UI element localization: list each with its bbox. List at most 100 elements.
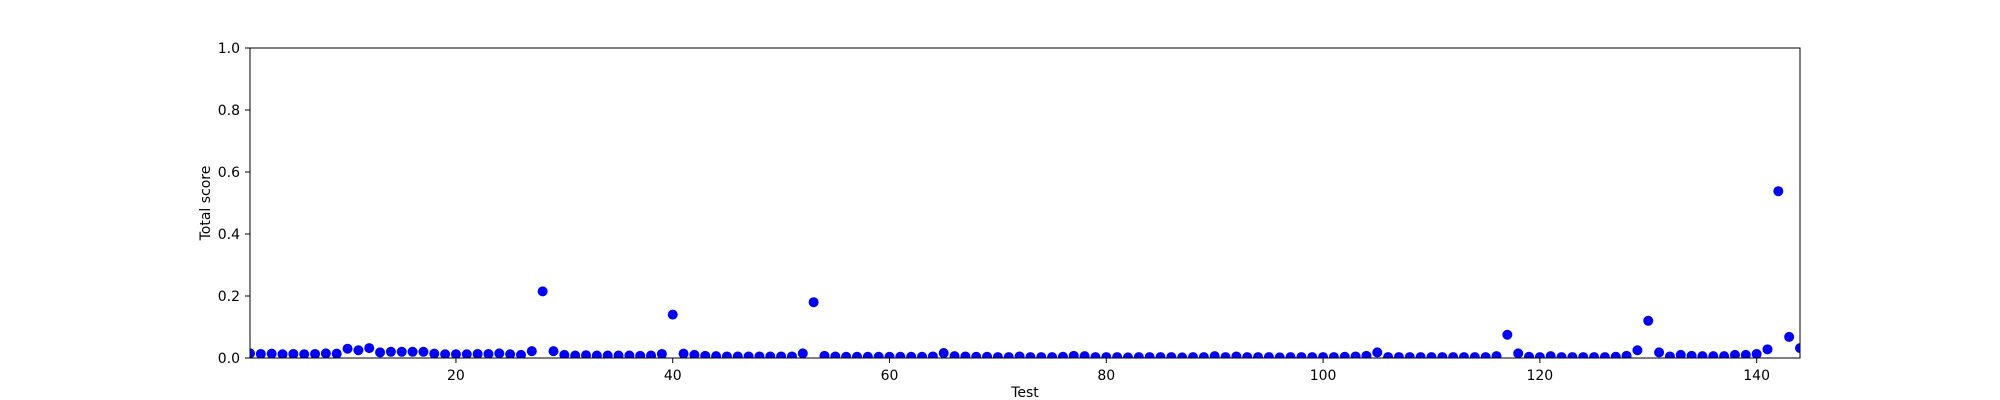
data-point	[1773, 186, 1784, 197]
data-point	[1393, 352, 1404, 358]
data-point	[1198, 352, 1209, 358]
data-point	[862, 351, 873, 358]
data-point	[656, 348, 667, 358]
data-point	[1285, 352, 1296, 358]
data-point	[483, 348, 494, 358]
data-point	[1068, 350, 1079, 358]
x-tick-label: 20	[447, 368, 465, 384]
data-point	[1599, 352, 1610, 358]
data-point	[1361, 350, 1372, 358]
data-point	[353, 345, 364, 356]
data-point	[873, 351, 884, 358]
data-points	[250, 186, 1800, 358]
data-point	[1307, 352, 1318, 358]
data-point	[1404, 352, 1415, 358]
data-point	[1220, 352, 1231, 358]
data-point	[927, 351, 938, 358]
data-point	[1567, 352, 1578, 358]
data-point	[819, 350, 830, 358]
y-tick-label: 1.0	[218, 41, 240, 57]
data-point	[776, 351, 787, 358]
data-point	[797, 348, 808, 358]
x-tick-label: 120	[1526, 368, 1553, 384]
data-point	[342, 343, 353, 354]
plot-area-frame	[249, 47, 1801, 359]
data-point	[396, 346, 407, 357]
y-tick-label: 0.8	[218, 103, 240, 119]
data-point	[1458, 352, 1469, 358]
data-point	[1144, 352, 1155, 358]
data-point	[375, 347, 386, 358]
data-point	[1242, 352, 1253, 358]
y-tick-label: 0.2	[218, 289, 240, 305]
x-axis-label: Test	[1010, 385, 1039, 400]
data-point	[1209, 351, 1220, 358]
data-point	[1166, 352, 1177, 358]
data-point	[1101, 352, 1112, 358]
data-point	[1513, 348, 1524, 358]
y-tick-label: 0.6	[218, 165, 240, 181]
data-point	[765, 351, 776, 358]
data-point	[1664, 351, 1675, 358]
x-tick-label: 60	[881, 368, 899, 384]
data-point	[515, 349, 526, 358]
data-point	[602, 350, 613, 358]
data-point	[1274, 352, 1285, 358]
data-point	[830, 351, 841, 358]
data-point	[971, 351, 982, 358]
data-point	[537, 286, 548, 297]
data-point	[1545, 351, 1556, 358]
data-point	[917, 351, 928, 358]
data-point	[1383, 352, 1394, 358]
data-point	[1740, 349, 1751, 358]
y-tick-label: 0.0	[218, 351, 240, 367]
data-point	[1133, 352, 1144, 358]
data-point	[1057, 351, 1068, 358]
data-point	[1177, 352, 1188, 358]
data-point	[1426, 352, 1437, 358]
data-point	[450, 349, 461, 358]
data-point	[440, 349, 451, 358]
data-point	[255, 348, 266, 358]
data-point	[1686, 350, 1697, 358]
data-point	[581, 350, 592, 358]
data-point	[743, 351, 754, 358]
data-point	[754, 351, 765, 358]
x-axis-ticks: 20 40 60 80 100 120 140	[447, 358, 1770, 384]
data-point	[1036, 352, 1047, 358]
data-point	[992, 352, 1003, 358]
data-point	[494, 348, 505, 358]
data-point	[364, 343, 375, 354]
data-point	[635, 350, 646, 358]
y-axis-label: Total score	[198, 166, 214, 242]
data-point	[1350, 351, 1361, 358]
data-point	[1751, 348, 1762, 358]
data-point	[1090, 352, 1101, 358]
data-point	[559, 349, 570, 358]
data-point	[548, 346, 559, 357]
data-point	[700, 350, 711, 358]
x-tick-label: 140	[1743, 368, 1770, 384]
data-point	[1784, 331, 1795, 342]
data-point	[1621, 350, 1632, 358]
data-point	[1437, 352, 1448, 358]
data-point	[288, 348, 299, 358]
data-point	[1502, 329, 1513, 340]
data-point	[1047, 352, 1058, 358]
data-point	[277, 349, 288, 358]
data-point	[1253, 352, 1264, 358]
data-point	[1578, 352, 1589, 358]
data-point	[624, 350, 635, 358]
data-point	[1328, 352, 1339, 358]
data-point	[1469, 352, 1480, 358]
data-point	[1708, 351, 1719, 358]
data-point	[505, 349, 516, 358]
data-point	[320, 348, 331, 358]
data-point	[1372, 347, 1383, 358]
x-tick-label: 100	[1310, 368, 1337, 384]
data-point	[310, 348, 321, 358]
data-point	[1654, 347, 1665, 358]
data-point	[461, 349, 472, 358]
